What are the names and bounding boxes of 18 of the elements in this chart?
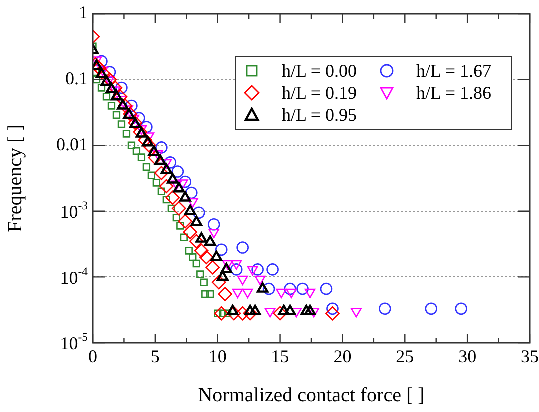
legend-label: h/L = 1.86	[416, 82, 492, 104]
legend-label: h/L = 0.00	[282, 60, 357, 82]
x-tick-label: 5	[150, 346, 160, 367]
x-tick-label: 35	[521, 346, 539, 367]
y-tick-label: 0.1	[66, 68, 88, 89]
legend-label: h/L = 1.67	[416, 60, 492, 82]
y-tick-label: 0.01	[56, 134, 88, 154]
x-tick-label: 25	[396, 346, 414, 367]
x-tick-label: 15	[271, 346, 290, 367]
x-tick-label: 0	[88, 346, 98, 367]
x-tick-label: 30	[458, 346, 477, 367]
legend-label: h/L = 0.95	[282, 104, 357, 126]
legend-label: h/L = 0.19	[282, 82, 357, 104]
y-axis-title: Frequency [ ]	[4, 124, 26, 232]
x-tick-label: 10	[208, 346, 227, 367]
x-tick-label: 20	[334, 346, 352, 367]
y-tick-label: 1	[79, 2, 88, 23]
x-axis-title: Normalized contact force [ ]	[198, 384, 425, 406]
